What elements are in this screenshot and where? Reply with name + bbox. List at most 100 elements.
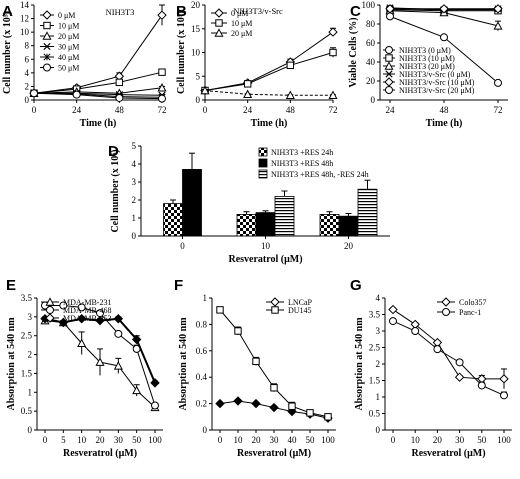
data-point [77,303,86,312]
y-tick-label: 4 [132,159,137,169]
series-2 [200,85,338,99]
x-tick-label: 20 [344,241,354,251]
data-point [286,61,295,70]
legend-marker [46,306,54,314]
data-point [30,89,38,98]
x-tick-label: 0 [180,241,185,251]
legend-label: 0 μM [231,9,248,18]
legend-marker [214,28,224,37]
series-line [392,309,504,380]
legend-marker [45,313,55,323]
y-tick-label: 5 [132,141,137,151]
y-tick-label: 0.4 [196,372,208,382]
data-point [158,94,166,103]
legend-label: NIH3T3 (0 μM) [399,46,451,55]
y-axis-title: Absorption at 540 nm [354,317,365,411]
legend-marker [42,10,52,20]
y-tick-label: 2 [25,81,30,91]
data-point [411,327,420,335]
legend-marker [43,63,51,72]
x-tick-label: 5 [61,435,66,445]
data-point [440,33,448,42]
x-tick-label: 100 [148,435,162,445]
series-line [33,71,163,94]
y-tick-label: 4 [25,68,30,78]
data-point [493,4,503,14]
data-point [386,12,394,21]
data-point [500,391,508,400]
legend-label: MDA-MB-453 [63,314,111,323]
data-point [328,90,338,99]
y-tick-label: 14 [20,0,30,10]
data-point [77,338,87,347]
panel-letter: E [6,277,16,294]
x-tick-label: 24 [72,105,82,115]
series-0 [215,396,333,423]
data-point [494,78,502,87]
x-tick-label: 10 [411,435,421,445]
y-tick-label: 0 [28,425,33,435]
y-tick-label: 80 [366,19,376,29]
legend-marker [43,53,51,61]
bar [236,213,257,237]
legend-marker [385,70,393,78]
y-tick-label: 20 [191,0,201,10]
x-tick-label: 24 [386,105,396,115]
legend-swatch [258,158,268,168]
panel-f: 00.20.40.60.810 10 20 30 40 50 100Resveratrol … [174,277,336,459]
data-point [233,396,243,406]
x-tick-label: 30 [455,435,465,445]
legend-marker [441,297,451,307]
x-tick-label: 50 [306,435,316,445]
legend-label: NIH3T3 +RES 48h, -RES 24h [271,170,369,179]
legend-marker [385,46,393,54]
data-point [158,68,166,76]
data-point [306,409,314,417]
y-tick-label: 3.5 [369,310,381,320]
data-point [329,48,337,57]
data-point [252,357,260,366]
x-axis-title: Time (h) [80,118,117,129]
y-tick-label: 2 [376,359,381,369]
legend-label: Panc-1 [459,308,481,317]
legend-label: 0 μM [58,11,75,20]
data-point [150,378,160,388]
data-point [285,90,295,99]
y-tick-label: 1.5 [369,376,381,386]
series-line [392,320,505,396]
data-point [477,381,486,390]
panel-letter: D [108,143,119,160]
x-tick-label: 50 [477,435,487,445]
panel-letter: C [350,3,361,20]
bar [163,203,183,237]
bar [319,213,340,237]
x-tick-label: 10 [234,435,244,445]
legend-swatch [258,147,268,157]
x-tick-label: 24 [243,105,253,115]
data-point [433,345,442,354]
series-1 [216,306,332,421]
series-line [204,31,334,91]
x-tick-label: 48 [115,105,125,115]
data-point [76,314,87,324]
legend-label: 10 μM [58,22,79,31]
y-tick-label: 10 [20,27,30,37]
y-tick-label: 1 [376,392,381,402]
legend-label: NIH3T3 +RES 24h [271,148,333,157]
series-line [204,52,334,91]
data-point [95,315,105,326]
y-axis-title: Cell number (x 10⁵) [2,11,13,94]
data-point [131,334,142,345]
y-tick-label: 3 [132,177,137,187]
y-tick-label: 8 [25,41,30,51]
y-tick-label: 15 [191,24,201,34]
series-line [33,87,163,94]
y-tick-label: 0 [25,95,30,105]
panel-letter: B [176,3,187,20]
x-tick-label: 10 [77,435,87,445]
x-tick-label: 20 [433,435,443,445]
legend-swatch [258,169,268,179]
x-tick-label: 72 [329,105,338,115]
data-point [113,361,123,370]
legend-label: NIH3T3/v-Src (10 μM) [399,78,475,87]
